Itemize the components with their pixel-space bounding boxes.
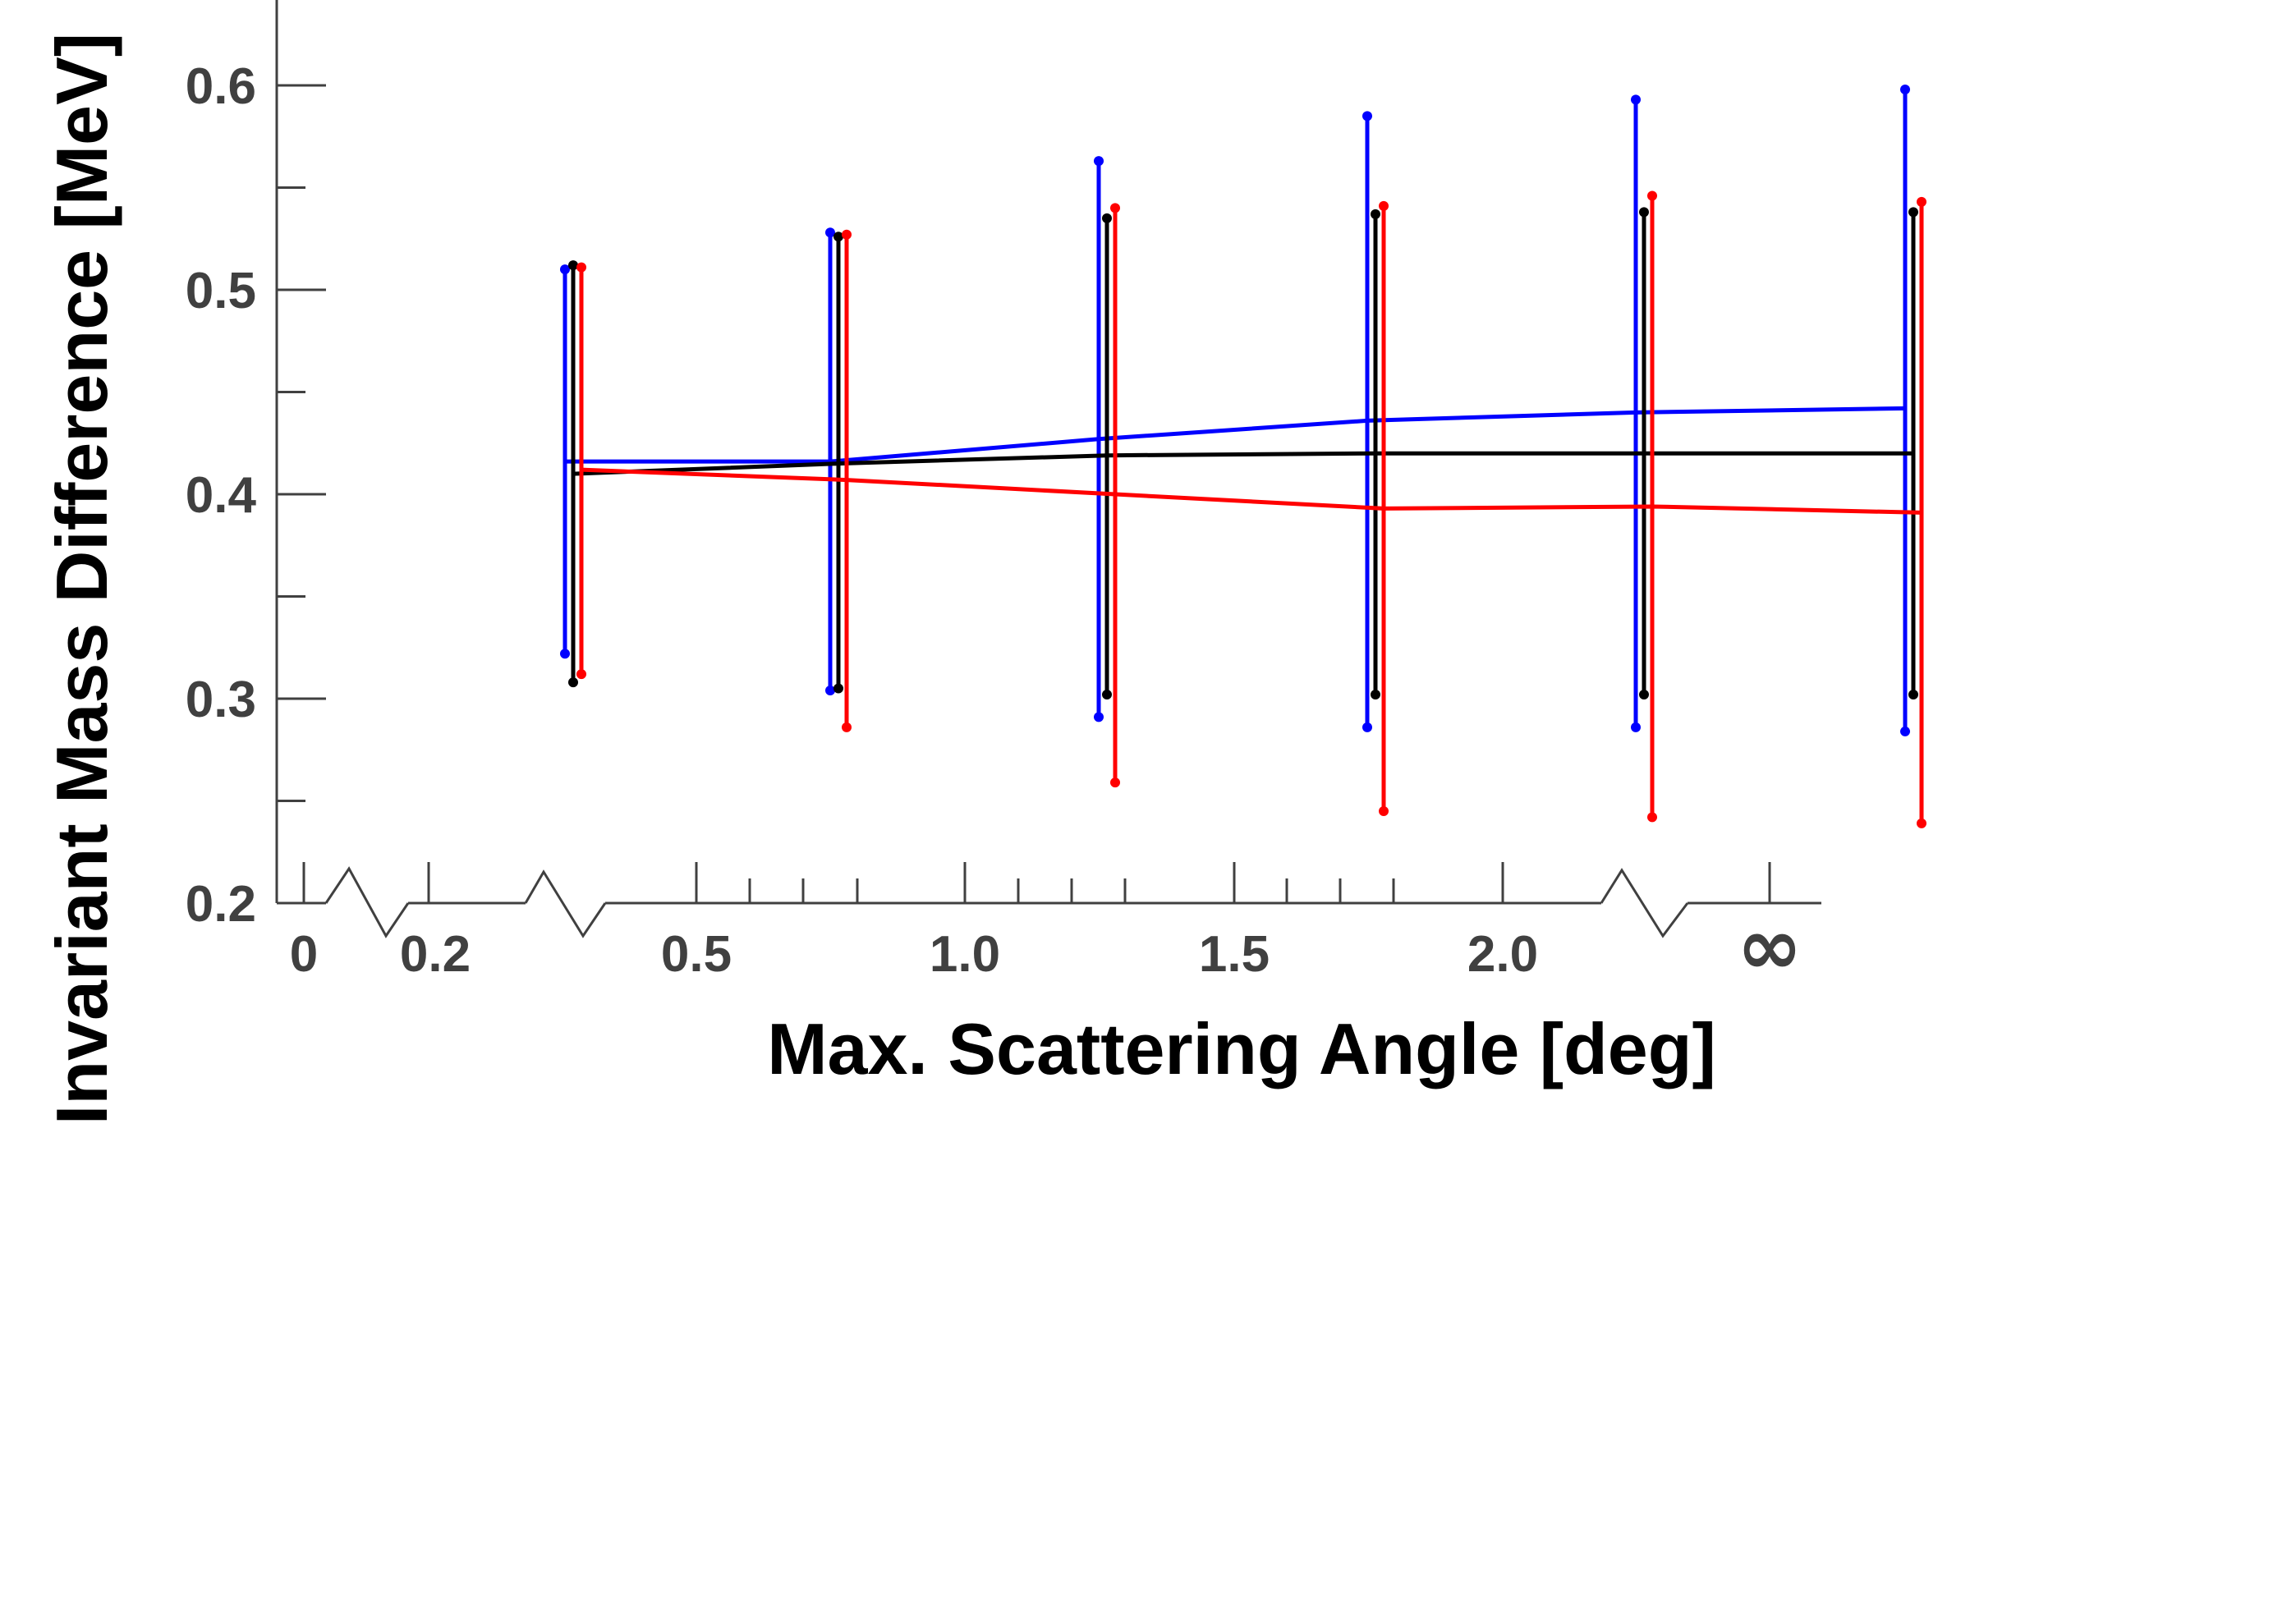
error-cap-lower [825, 686, 835, 696]
error-cap-lower [576, 669, 586, 680]
x-tick-label: 0 [290, 926, 318, 983]
error-cap-lower [1647, 812, 1657, 823]
x-tick-label: 0.5 [661, 926, 732, 983]
error-cap-upper [1639, 207, 1649, 218]
axis-break-mark [524, 869, 607, 938]
error-cap-upper [576, 262, 586, 273]
series-line [565, 406, 1906, 464]
error-cap-lower [1639, 690, 1649, 700]
series-0 [560, 84, 1910, 736]
x-tick-label: 2.0 [1467, 926, 1538, 983]
error-cap-lower [1362, 722, 1372, 732]
error-cap-lower [842, 722, 852, 732]
series-line [581, 467, 1922, 515]
error-cap-lower [1631, 722, 1641, 732]
error-cap-lower [560, 649, 570, 659]
y-tick-label: 0.4 [186, 467, 257, 524]
error-cap-upper [1631, 94, 1641, 105]
error-cap-lower [1110, 777, 1120, 788]
error-cap-lower [833, 683, 843, 694]
error-cap-upper [833, 232, 843, 242]
x-tick-label: 1.0 [930, 926, 1000, 983]
error-cap-upper [842, 229, 852, 240]
error-cap-lower [1094, 712, 1104, 722]
x-axis: 0 0.2 0.5 1.0 1.5 2.0 ∞ [277, 862, 1821, 993]
error-cap-upper [1102, 213, 1112, 223]
y-tick-label: 0.6 [186, 58, 256, 115]
error-cap-upper [1900, 84, 1910, 94]
y-tick-label: 0.3 [186, 672, 256, 728]
series-line [572, 451, 1913, 476]
x-tick-label: ∞ [1737, 901, 1802, 993]
error-cap-upper [1379, 200, 1389, 211]
y-tick-label: 0.5 [186, 263, 256, 319]
error-cap-lower [1371, 690, 1380, 700]
error-cap-upper [1371, 209, 1380, 219]
error-cap-lower [1900, 726, 1910, 736]
error-cap-upper [1647, 190, 1657, 201]
error-cap-upper [1917, 196, 1926, 207]
x-tick-label: 0.2 [400, 926, 471, 983]
x-tick-label: 1.5 [1199, 926, 1270, 983]
error-cap-lower [568, 677, 578, 688]
error-cap-upper [568, 260, 578, 271]
error-cap-lower [1908, 690, 1918, 700]
y-tick-label: 0.2 [186, 876, 256, 933]
error-cap-upper [560, 264, 570, 275]
error-cap-lower [1917, 818, 1926, 828]
error-cap-upper [1362, 111, 1372, 122]
error-cap-lower [1102, 690, 1112, 700]
error-cap-upper [1094, 156, 1104, 167]
y-axis-title: Invariant Mass Difference [MeV] [41, 33, 122, 1125]
error-cap-upper [1908, 207, 1918, 218]
plot-area [560, 84, 1926, 828]
y-axis: 0.2 0.3 0.4 0.5 0.6 [186, 0, 326, 933]
error-cap-upper [1110, 203, 1120, 213]
x-axis-title: Max. Scattering Angle [deg] [767, 1008, 1716, 1089]
series-2 [576, 190, 1926, 828]
series-1 [568, 207, 1918, 700]
axis-break-mark [324, 866, 410, 938]
error-cap-lower [1379, 805, 1389, 816]
axis-break-mark [1600, 868, 1689, 938]
error-cap-upper [825, 227, 835, 238]
